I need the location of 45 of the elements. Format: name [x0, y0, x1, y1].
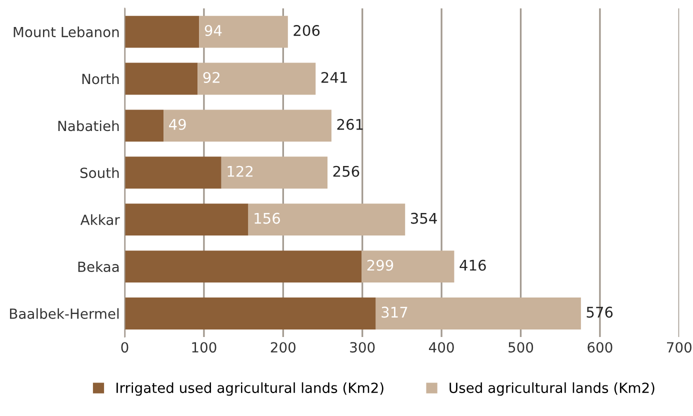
legend-label: Used agricultural lands (Km2) [450, 382, 654, 396]
y-tick-label: Baalbek-Hermel [10, 308, 119, 319]
data-label: 122 [228, 166, 252, 177]
total-label: 576 [586, 306, 613, 318]
bar [362, 250, 454, 282]
y-tick-label: Mount Lebanon [14, 26, 119, 38]
bar [124, 62, 198, 95]
total-label: 206 [294, 24, 320, 36]
bar [198, 62, 316, 95]
bar [376, 298, 581, 330]
bar [124, 250, 362, 282]
bar [248, 204, 406, 236]
bar [221, 156, 328, 189]
data-label: 92 [203, 72, 220, 83]
x-tick-label: 100 [192, 342, 216, 353]
bar [124, 110, 164, 142]
data-label: 94 [204, 24, 222, 36]
bar [124, 16, 200, 48]
x-tick-label: 300 [350, 342, 375, 353]
legend-label: Irrigated used agricultural lands (Km2) [116, 382, 384, 396]
x-tick-label: 0 [121, 342, 128, 353]
y-tick-label: Nabatieh [58, 120, 119, 132]
total-label: 241 [321, 72, 347, 83]
data-label: 49 [169, 118, 186, 130]
x-tick-label: 700 [667, 342, 692, 353]
data-label: 156 [254, 212, 280, 224]
bar [164, 110, 332, 142]
x-tick-label: 200 [270, 342, 296, 353]
y-tick-label: North [82, 73, 119, 84]
total-label: 354 [410, 212, 437, 224]
x-tick-label: 600 [588, 342, 612, 353]
total-label: 256 [333, 166, 360, 177]
x-tick-label: 400 [428, 342, 454, 353]
bar [199, 16, 288, 48]
bar [124, 156, 222, 189]
data-label: 317 [382, 306, 408, 318]
total-label: 416 [460, 260, 486, 271]
x-tick-label: 500 [508, 342, 534, 353]
bar [124, 298, 376, 330]
bar [124, 204, 248, 236]
y-tick-label: Bekaa [78, 261, 119, 272]
y-tick-label: South [80, 167, 119, 178]
data-label: 299 [367, 260, 394, 271]
total-label: 261 [337, 118, 363, 130]
y-tick-label: Akkar [80, 214, 120, 226]
